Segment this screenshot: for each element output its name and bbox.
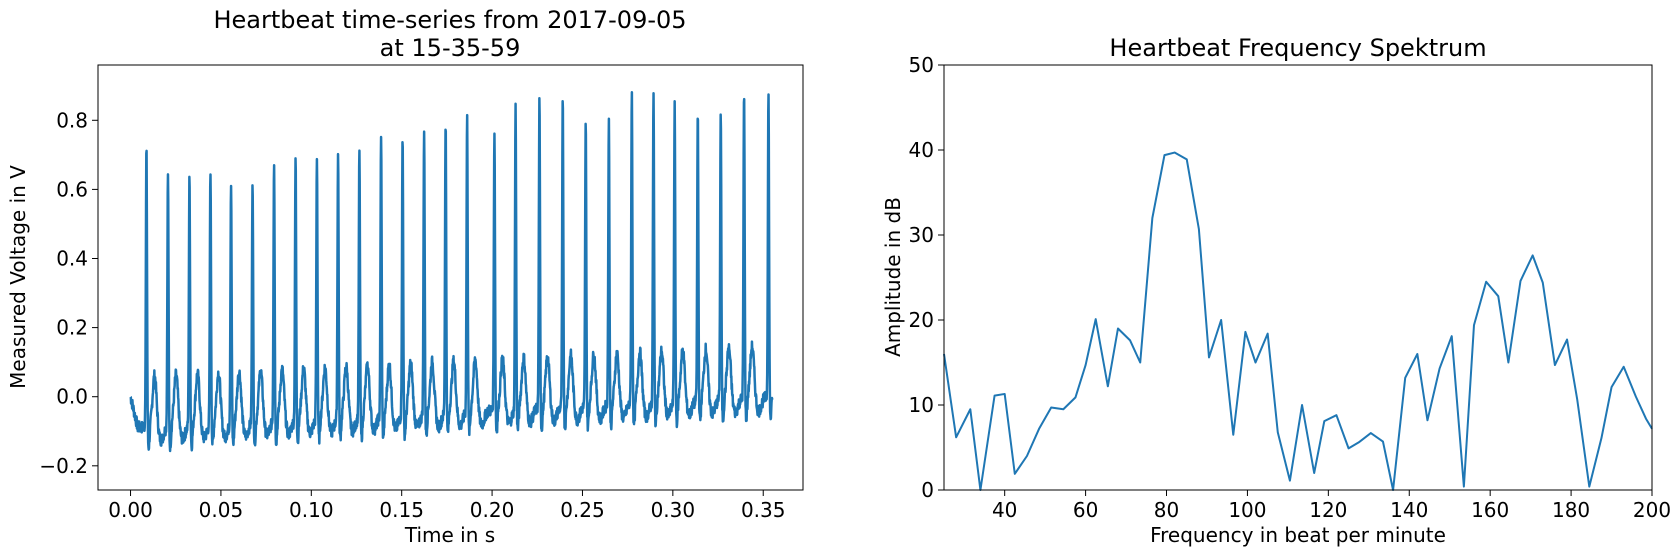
chart-title-line1: Heartbeat time-series from 2017-09-05 xyxy=(213,6,686,34)
x-tick-label: 160 xyxy=(1471,498,1509,522)
voltage-series-line xyxy=(129,91,774,453)
y-tick-label: 30 xyxy=(909,223,934,247)
x-ticks-left: 0.00 0.05 0.10 0.15 0.20 0.25 0.30 0.35 xyxy=(108,490,785,522)
x-axis-label-right: Frequency in beat per minute xyxy=(1150,523,1446,547)
y-tick-label: 40 xyxy=(909,138,934,162)
x-tick-label: 100 xyxy=(1228,498,1266,522)
x-tick-label: 40 xyxy=(992,498,1017,522)
x-axis-label-left: Time in s xyxy=(404,523,495,547)
y-ticks-left: −0.2 0.0 0.2 0.4 0.6 0.8 xyxy=(39,108,98,478)
x-tick-label: 80 xyxy=(1154,498,1179,522)
chart-title: Heartbeat Frequency Spektrum xyxy=(1109,34,1486,62)
x-ticks-right: 40 60 80 100 120 140 160 180 200 xyxy=(992,490,1671,522)
y-tick-label: 0.8 xyxy=(56,108,88,132)
axes-frame-left xyxy=(97,64,804,491)
x-tick-label: 0.05 xyxy=(199,498,244,522)
x-tick-label: 180 xyxy=(1552,498,1590,522)
y-tick-label: 20 xyxy=(909,308,934,332)
axes-frame-right xyxy=(943,64,1653,491)
y-ticks-right: 0 10 20 30 40 50 xyxy=(909,53,944,502)
x-tick-label: 140 xyxy=(1390,498,1428,522)
y-tick-label: −0.2 xyxy=(39,454,88,478)
x-tick-label: 0.10 xyxy=(289,498,334,522)
plot-area-right xyxy=(943,151,1653,491)
chart-frequency-spectrum: Heartbeat Frequency Spektrum 40 60 80 100 12… xyxy=(881,34,1671,547)
x-tick-label: 0.15 xyxy=(379,498,424,522)
chart-title-line2: at 15-35-59 xyxy=(380,34,521,62)
spectrum-series-line xyxy=(943,151,1653,491)
x-tick-label: 0.00 xyxy=(108,498,153,522)
x-tick-label: 200 xyxy=(1633,498,1671,522)
x-tick-label: 120 xyxy=(1309,498,1347,522)
x-tick-label: 0.35 xyxy=(741,498,786,522)
y-tick-label: 0.4 xyxy=(56,246,88,270)
chart-time-series: Heartbeat time-series from 2017-09-05 at… xyxy=(6,6,804,547)
y-axis-label-right: Amplitude in dB xyxy=(881,197,905,357)
plot-area-left xyxy=(129,91,774,453)
x-tick-label: 0.25 xyxy=(560,498,605,522)
y-axis-label-left: Measured Voltage in V xyxy=(6,165,30,389)
y-tick-label: 0.2 xyxy=(56,316,88,340)
y-tick-label: 0.6 xyxy=(56,177,88,201)
y-tick-label: 50 xyxy=(909,53,934,77)
y-tick-label: 0 xyxy=(921,478,934,502)
y-tick-label: 0.0 xyxy=(56,385,88,409)
x-tick-label: 0.20 xyxy=(470,498,515,522)
x-tick-label: 60 xyxy=(1073,498,1098,522)
y-tick-label: 10 xyxy=(909,393,934,417)
x-tick-label: 0.30 xyxy=(651,498,696,522)
